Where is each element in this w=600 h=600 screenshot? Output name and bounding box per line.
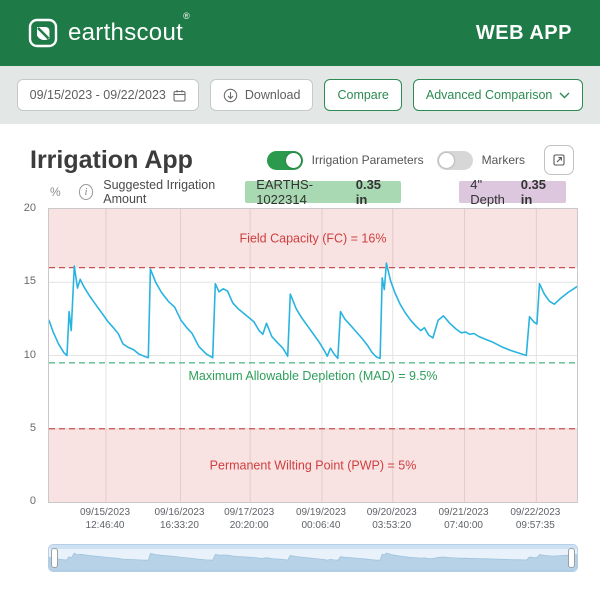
x-tick-time: 16:33:20 xyxy=(160,520,199,531)
threshold-band-pwp xyxy=(49,428,577,502)
navigator-range-strip xyxy=(49,545,577,549)
navigator-right-handle[interactable] xyxy=(568,548,575,568)
y-tick-label: 0 xyxy=(29,495,36,507)
x-tick-time: 20:20:00 xyxy=(229,520,269,531)
main-chart-svg: Field Capacity (FC) = 16% Maximum Allowab… xyxy=(49,209,577,502)
x-tick-date: 09/20/2023 xyxy=(366,507,417,518)
depth-badge-name: 4" Depth xyxy=(470,177,505,207)
toggle-knob xyxy=(285,152,301,168)
threshold-label-mad: Maximum Allowable Depletion (MAD) = 9.5% xyxy=(188,369,437,383)
x-tick-time: 12:46:40 xyxy=(85,520,125,531)
depth-badge: 4" Depth 0.35 in xyxy=(459,177,566,207)
x-tick-time: 00:06:40 xyxy=(301,520,341,531)
navigator-left-handle[interactable] xyxy=(51,548,58,568)
y-axis-labels: 0 5 10 15 20 xyxy=(0,202,42,507)
x-tick-time: 09:57:35 xyxy=(515,520,555,531)
x-tick-label: 09/19/2023 00:06:40 xyxy=(296,506,346,532)
advanced-comparison-dropdown[interactable]: Advanced Comparison xyxy=(412,79,584,111)
sensor-badge-value: 0.35 in xyxy=(355,177,382,207)
depth-badge-value: 0.35 in xyxy=(520,177,547,207)
plot-area[interactable]: Field Capacity (FC) = 16% Maximum Allowab… xyxy=(48,208,578,503)
expand-icon xyxy=(552,153,566,167)
x-axis-labels: 09/15/2023 12:46:40 09/16/2023 16:33:20 09/1… xyxy=(0,506,600,538)
y-tick-label: 5 xyxy=(29,421,36,434)
app-header: earthscout® WEB APP xyxy=(0,0,600,66)
toolbar: 09/15/2023 - 09/22/2023 Download Compare… xyxy=(0,66,600,124)
expand-chart-button[interactable] xyxy=(544,145,574,175)
x-tick-date: 09/17/2023 xyxy=(224,507,275,518)
chevron-down-icon xyxy=(559,92,570,99)
x-tick-time: 07:40:00 xyxy=(444,520,483,531)
x-tick-label: 09/21/2023 07:40:00 xyxy=(439,506,489,532)
page-title: Irrigation App xyxy=(30,145,193,174)
calendar-icon xyxy=(173,89,186,102)
irrigation-parameters-label: Irrigation Parameters xyxy=(311,153,424,167)
x-tick-date: 09/22/2023 xyxy=(510,507,561,518)
suggested-irrigation-label: Suggested Irrigation Amount xyxy=(103,178,216,206)
y-tick-label: 20 xyxy=(23,202,36,214)
x-tick-date: 09/19/2023 xyxy=(295,507,346,518)
download-label: Download xyxy=(244,88,301,102)
brand-logo: earthscout® xyxy=(28,11,191,48)
threshold-label-pwp: Permanent Wilting Point (PWP) = 5% xyxy=(210,458,417,472)
toggle-knob xyxy=(438,152,454,168)
x-tick-date: 09/15/2023 xyxy=(79,507,131,518)
download-button[interactable]: Download xyxy=(209,79,314,111)
date-range-value: 09/15/2023 - 09/22/2023 xyxy=(29,88,166,102)
webapp-label: WEB APP xyxy=(475,21,572,44)
compare-label: Compare xyxy=(337,88,389,102)
chart-area: 0 5 10 15 20 Field Capacity (FC) = 16% Maximu… xyxy=(0,202,600,507)
y-tick-label: 15 xyxy=(23,275,36,288)
x-tick-date: 09/16/2023 xyxy=(154,507,205,518)
y-tick-label: 10 xyxy=(23,348,36,361)
earthscout-leaf-icon xyxy=(28,18,58,48)
panel-header: Irrigation App Irrigation Parameters Mar… xyxy=(0,124,600,178)
x-tick-label: 09/20/2023 03:53:20 xyxy=(367,506,417,532)
brand-name: earthscout® xyxy=(68,11,191,46)
sensor-badge: EARTHS-1022314 0.35 in xyxy=(245,177,402,207)
download-icon xyxy=(223,88,238,103)
chart-info-row: % i Suggested Irrigation Amount EARTHS-1… xyxy=(0,177,600,207)
irrigation-parameters-toggle[interactable] xyxy=(266,150,303,170)
compare-button[interactable]: Compare xyxy=(324,79,402,111)
x-tick-label: 09/17/2023 20:20:00 xyxy=(224,506,274,532)
x-tick-label: 09/16/2023 16:33:20 xyxy=(154,506,204,532)
x-tick-time: 03:53:20 xyxy=(372,520,412,531)
info-icon[interactable]: i xyxy=(78,184,94,200)
navigator-mini-chart xyxy=(49,552,577,571)
sensor-badge-name: EARTHS-1022314 xyxy=(256,177,314,207)
unit-label: % xyxy=(50,185,61,199)
registered-mark: ® xyxy=(183,11,191,21)
x-tick-date: 09/21/2023 xyxy=(438,507,489,518)
navigator-area xyxy=(49,552,577,571)
series-line xyxy=(49,262,577,360)
threshold-band-fc xyxy=(49,209,577,268)
markers-label: Markers xyxy=(481,153,525,167)
advanced-comparison-label: Advanced Comparison xyxy=(425,88,553,102)
x-tick-label: 09/22/2023 09:57:35 xyxy=(510,506,560,532)
markers-toggle[interactable] xyxy=(436,150,473,170)
x-tick-label: 09/15/2023 12:46:40 xyxy=(80,506,130,532)
chart-navigator-scrollbar[interactable] xyxy=(48,544,578,572)
date-range-picker[interactable]: 09/15/2023 - 09/22/2023 xyxy=(16,79,199,111)
threshold-label-fc: Field Capacity (FC) = 16% xyxy=(240,231,387,245)
